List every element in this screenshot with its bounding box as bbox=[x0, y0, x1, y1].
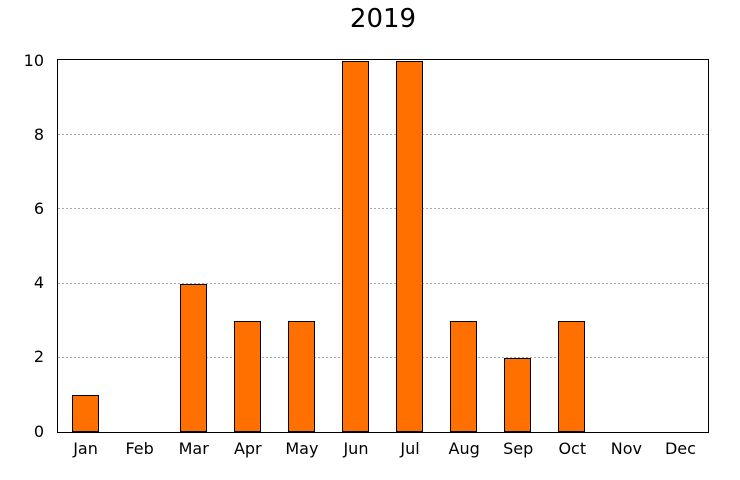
bar-mar bbox=[179, 283, 207, 432]
gridline-y8 bbox=[58, 134, 708, 136]
y-tick-label-10: 10 bbox=[23, 50, 44, 70]
y-tick-label-2: 2 bbox=[33, 347, 44, 367]
bar-jun bbox=[341, 61, 369, 432]
x-tick-label-mar: Mar bbox=[178, 439, 209, 458]
x-tick-label-jun: Jun bbox=[343, 439, 369, 458]
x-tick-label-aug: Aug bbox=[448, 439, 480, 458]
x-tick-label-dec: Dec bbox=[664, 439, 696, 458]
bar-sep bbox=[504, 357, 532, 432]
x-tick-label-nov: Nov bbox=[610, 439, 642, 458]
y-tick-label-8: 8 bbox=[33, 124, 44, 144]
x-tick-label-sep: Sep bbox=[503, 439, 534, 458]
y-tick-label-6: 6 bbox=[33, 198, 44, 218]
bar-may bbox=[287, 320, 315, 432]
plot-area bbox=[57, 59, 709, 433]
x-tick-label-apr: Apr bbox=[233, 439, 262, 458]
x-tick-label-feb: Feb bbox=[125, 439, 154, 458]
bar-jan bbox=[71, 394, 99, 432]
gridline-y4 bbox=[58, 282, 708, 284]
x-tick-label-may: May bbox=[285, 439, 319, 458]
y-tick-label-4: 4 bbox=[33, 273, 44, 293]
chart-title: 2019 bbox=[349, 4, 417, 34]
gridline-y2 bbox=[58, 356, 708, 358]
x-tick-label-jan: Jan bbox=[73, 439, 98, 458]
bar-apr bbox=[233, 320, 261, 432]
gridline-y6 bbox=[58, 208, 708, 210]
bar-aug bbox=[450, 320, 478, 432]
bar-oct bbox=[558, 320, 586, 432]
x-tick-label-oct: Oct bbox=[558, 439, 587, 458]
bar-jul bbox=[396, 61, 424, 432]
x-tick-label-jul: Jul bbox=[400, 439, 420, 458]
y-tick-label-0: 0 bbox=[33, 421, 44, 441]
